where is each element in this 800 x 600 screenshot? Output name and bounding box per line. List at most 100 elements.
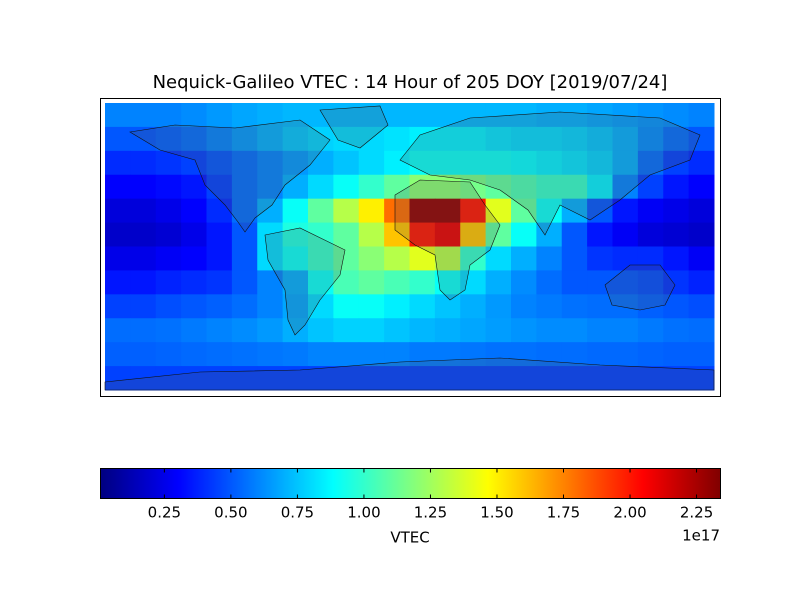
heatmap-cell	[181, 222, 207, 247]
map-frame	[100, 98, 721, 397]
heatmap-cell	[181, 342, 207, 367]
heatmap-cell	[536, 318, 563, 343]
heatmap-cell	[206, 126, 233, 152]
heatmap-cell	[105, 366, 131, 391]
heatmap-cell	[663, 342, 690, 367]
heatmap-cell	[485, 318, 512, 343]
heatmap-cell	[231, 366, 258, 391]
heatmap-cell	[384, 270, 410, 295]
heatmap-cell	[511, 294, 537, 319]
heatmap-cell	[155, 318, 182, 343]
heatmap-cell	[612, 270, 639, 295]
heatmap-cell	[333, 342, 360, 367]
heatmap-cell	[485, 150, 512, 176]
heatmap-cell	[231, 150, 258, 176]
heatmap-cell	[511, 150, 537, 176]
heatmap-cell	[663, 318, 690, 343]
heatmap-cell	[460, 246, 487, 271]
heatmap-cell	[663, 150, 690, 176]
heatmap-cell	[282, 318, 309, 343]
heatmap-cell	[130, 294, 157, 319]
heatmap-cell	[308, 126, 334, 152]
heatmap-cell	[181, 103, 207, 128]
heatmap-cell	[181, 366, 207, 391]
antarctica	[104, 357, 715, 391]
heatmap-cell	[587, 318, 613, 343]
heatmap-cell	[434, 126, 461, 152]
heatmap-cell	[637, 246, 664, 271]
heatmap-cell	[181, 270, 207, 295]
heatmap-cell	[155, 198, 182, 224]
heatmap-cell	[688, 342, 715, 367]
heatmap-cell	[663, 103, 690, 128]
heatmap-cell	[409, 342, 436, 367]
heatmap-cell	[561, 270, 588, 295]
heatmap-cell	[637, 103, 664, 128]
heatmap-cell	[663, 366, 690, 391]
heatmap-cell	[587, 150, 613, 176]
heatmap-cell	[561, 174, 588, 200]
heatmap-cell	[409, 246, 436, 271]
heatmap-cell	[434, 103, 461, 128]
heatmap-cell	[231, 174, 258, 200]
heatmap-cell	[358, 222, 385, 247]
heatmap-cell	[105, 222, 131, 247]
heatmap-cell	[612, 198, 639, 224]
heatmap-cell	[130, 222, 157, 247]
heatmap-cell	[637, 270, 664, 295]
heatmap-cell	[511, 366, 537, 391]
heatmap-cell	[485, 366, 512, 391]
heatmap-cell	[384, 246, 410, 271]
heatmap-cell	[663, 294, 690, 319]
heatmap-cell	[561, 318, 588, 343]
heatmap-cell	[434, 318, 461, 343]
heatmap-cell	[257, 198, 284, 224]
heatmap-cell	[308, 103, 334, 128]
colorbar-tick-label: 2.00	[613, 504, 646, 522]
heatmap-cell	[282, 150, 309, 176]
colorbar-tick-label: 0.50	[214, 504, 247, 522]
heatmap-cell	[434, 294, 461, 319]
heatmap-cell	[231, 270, 258, 295]
heatmap-cell	[688, 294, 715, 319]
heatmap-cell	[282, 342, 309, 367]
heatmap-cell	[536, 294, 563, 319]
heatmap-cell	[688, 246, 715, 271]
heatmap-cell	[511, 198, 537, 224]
heatmap-cell	[587, 366, 613, 391]
heatmap-cell	[384, 174, 410, 200]
heatmap-cell	[434, 198, 461, 224]
heatmap-cell	[561, 294, 588, 319]
heatmap-cell	[206, 246, 233, 271]
heatmap-cell	[105, 150, 131, 176]
heatmap-cell	[663, 246, 690, 271]
heatmap-cell	[536, 270, 563, 295]
heatmap-cell	[511, 174, 537, 200]
heatmap-cell	[384, 318, 410, 343]
heatmap-cell	[333, 103, 360, 128]
heatmap-cell	[384, 126, 410, 152]
heatmap-cell	[257, 246, 284, 271]
heatmap-cell	[637, 222, 664, 247]
heatmap-cell	[409, 174, 436, 200]
heatmap-cell	[460, 198, 487, 224]
heatmap-cell	[384, 222, 410, 247]
heatmap-cell	[257, 103, 284, 128]
heatmap-cell	[536, 246, 563, 271]
heatmap-cell	[688, 198, 715, 224]
heatmap-cell	[536, 174, 563, 200]
heatmap-cell	[688, 270, 715, 295]
heatmap-cell	[460, 318, 487, 343]
heatmap-cell	[536, 103, 563, 128]
heatmap-cell	[460, 342, 487, 367]
heatmap-cell	[333, 246, 360, 271]
heatmap-cell	[333, 318, 360, 343]
heatmap-cell	[282, 270, 309, 295]
heatmap-cell	[333, 366, 360, 391]
heatmap-cell	[485, 222, 512, 247]
heatmap-cell	[688, 318, 715, 343]
heatmap-cell	[130, 103, 157, 128]
heatmap-cell	[181, 318, 207, 343]
heatmap-cell	[511, 222, 537, 247]
